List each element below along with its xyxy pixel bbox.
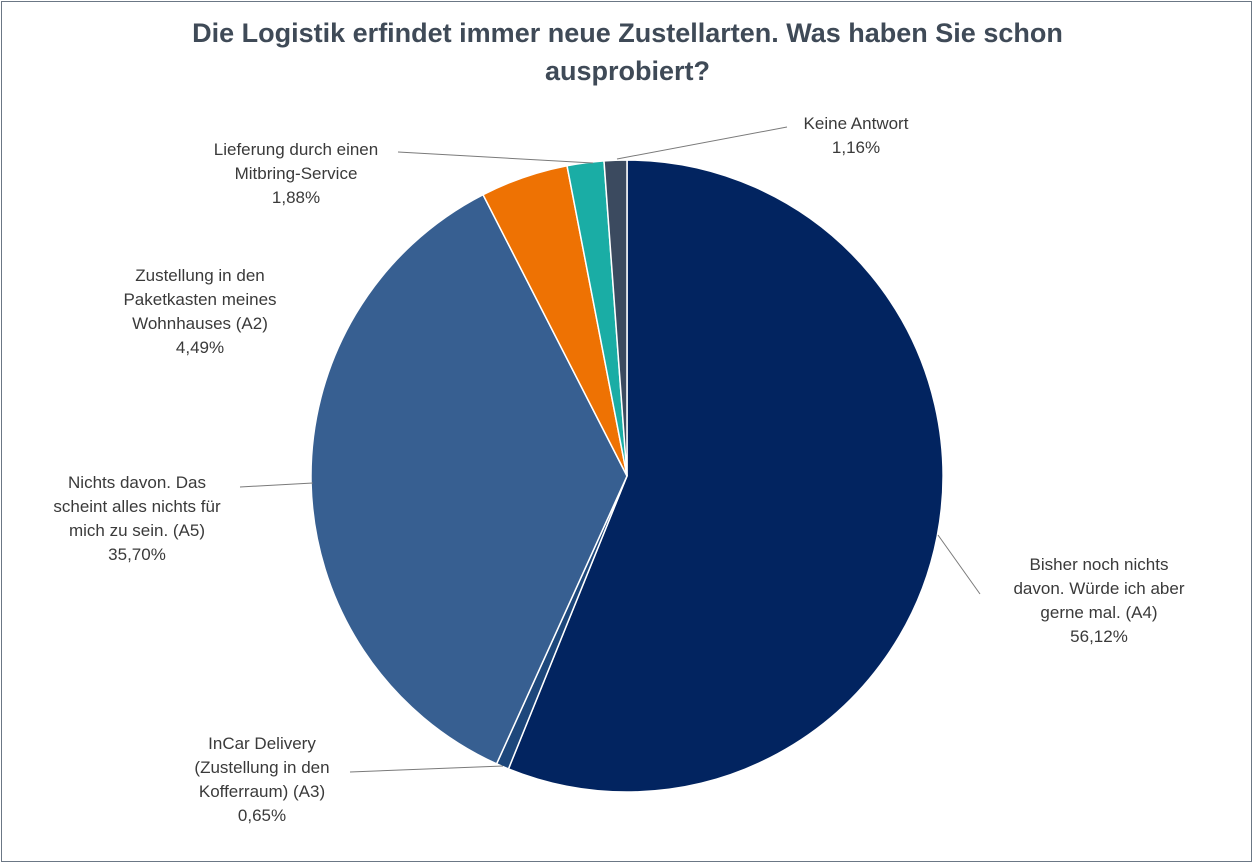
- slice-labels: Bisher noch nichts davon. Würde ich aber g…: [53, 114, 1184, 825]
- slice-label-a3: InCar Delivery (Zustellung in den Kofferra…: [194, 734, 329, 825]
- pie-slices: [310, 159, 944, 793]
- slice-value-a4: 56,12%: [1070, 627, 1128, 646]
- leader-line-keine: [616, 126, 788, 160]
- slice-label-line-a4: davon. Würde ich aber: [1013, 579, 1184, 598]
- slice-label-line-a5: Nichts davon. Das: [68, 473, 206, 492]
- pie-slice-keine: [603, 159, 628, 477]
- slice-label-line-mitbring: Mitbring-Service: [235, 164, 358, 183]
- slice-label-line-a2: Zustellung in den: [135, 266, 264, 285]
- leader-line-a5: [239, 482, 314, 488]
- slice-label-line-a2: Paketkasten meines: [123, 290, 276, 309]
- slice-label-line-a4: Bisher noch nichts: [1030, 555, 1169, 574]
- slice-label-mitbring: Lieferung durch einen Mitbring-Service 1,8…: [214, 140, 378, 207]
- slice-value-a3: 0,65%: [238, 806, 286, 825]
- slice-label-line-a5: mich zu sein. (A5): [69, 521, 205, 540]
- slice-value-mitbring: 1,88%: [272, 188, 320, 207]
- slice-label-keine: Keine Antwort 1,16%: [804, 114, 909, 157]
- chart-title-line-1: Die Logistik erfindet immer neue Zustell…: [192, 18, 1063, 48]
- slice-label-line-a4: gerne mal. (A4): [1040, 603, 1157, 622]
- chart-title-line-2: ausprobiert?: [544, 56, 711, 86]
- slice-value-a5: 35,70%: [108, 545, 166, 564]
- slice-label-a5: Nichts davon. Das scheint alles nichts fü…: [53, 473, 221, 564]
- slice-value-a2: 4,49%: [176, 338, 224, 357]
- leader-line-mitbring: [397, 151, 594, 164]
- leader-line-a4: [937, 534, 981, 595]
- chart-title: Die Logistik erfindet immer neue Zustell…: [0, 14, 1255, 90]
- slice-label-line-a3: Kofferraum) (A3): [199, 782, 325, 801]
- slice-label-line-a3: InCar Delivery: [208, 734, 316, 753]
- leader-line-a3: [349, 765, 504, 773]
- leader-lines: [239, 126, 981, 773]
- slice-label-line-keine: Keine Antwort: [804, 114, 909, 133]
- pie-slice-a4: [507, 159, 944, 793]
- slice-label-a4: Bisher noch nichts davon. Würde ich aber g…: [1013, 555, 1184, 646]
- slice-label-line-a2: Wohnhauses (A2): [132, 314, 268, 333]
- slice-label-line-mitbring: Lieferung durch einen: [214, 140, 378, 159]
- slice-label-line-a5: scheint alles nichts für: [53, 497, 221, 516]
- slice-label-a2: Zustellung in den Paketkasten meines Wohnh…: [123, 266, 276, 357]
- slice-label-line-a3: (Zustellung in den: [194, 758, 329, 777]
- slice-value-keine: 1,16%: [832, 138, 880, 157]
